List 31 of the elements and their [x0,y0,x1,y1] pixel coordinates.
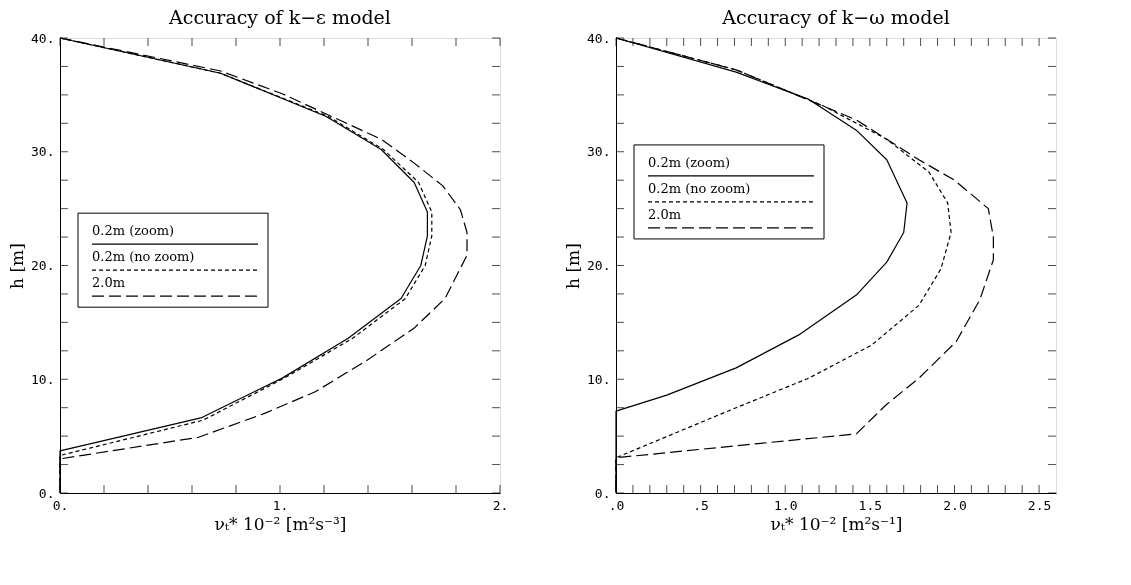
x-tick-label: .0 [608,497,625,513]
x-tick-label: 1.5 [858,497,883,513]
x-tick-label: 1.0 [773,497,798,513]
y-tick-label: 40. [587,30,611,46]
x-tick-label: 2.0 [943,497,967,513]
y-tick-label: 30. [587,144,611,160]
chart-title: Accuracy of k−ω model [721,6,950,28]
y-tick-label: 40. [31,30,55,46]
y-tick-label: 0. [38,485,55,501]
x-tick-label: 1. [272,497,289,513]
chart-title: Accuracy of k−ε model [168,6,391,28]
text: 2.0m [92,275,126,291]
y-tick-label: 20. [31,258,55,273]
x-axis-title: νₜ* 10⁻² [m²s⁻³] [214,513,347,534]
y-tick-label: 0. [594,485,611,501]
text: 0.2m (zoom) [648,154,731,170]
x-tick-label: 0. [52,497,69,513]
legend-label: 0.2m (no zoom) [92,249,195,265]
legend-label: 2.0m [648,206,682,222]
y-tick-label: 10. [31,371,55,387]
y-axis-title: h [m] [7,243,28,289]
legend-label: 0.2m (zoom) [92,223,175,239]
y-tick-label: 20. [587,258,611,273]
x-tick-label: 2. [492,497,509,513]
y-tick-label: 30. [31,144,55,160]
x-tick-label: .5 [693,497,709,513]
y-axis-title: h [m] [563,243,584,289]
legend-label: 0.2m (no zoom) [648,180,751,196]
y-tick-label: 10. [587,371,611,387]
x-axis-title: νₜ* 10⁻² [m²s⁻¹] [770,513,903,534]
x-tick-label: 2.5 [1027,497,1052,513]
